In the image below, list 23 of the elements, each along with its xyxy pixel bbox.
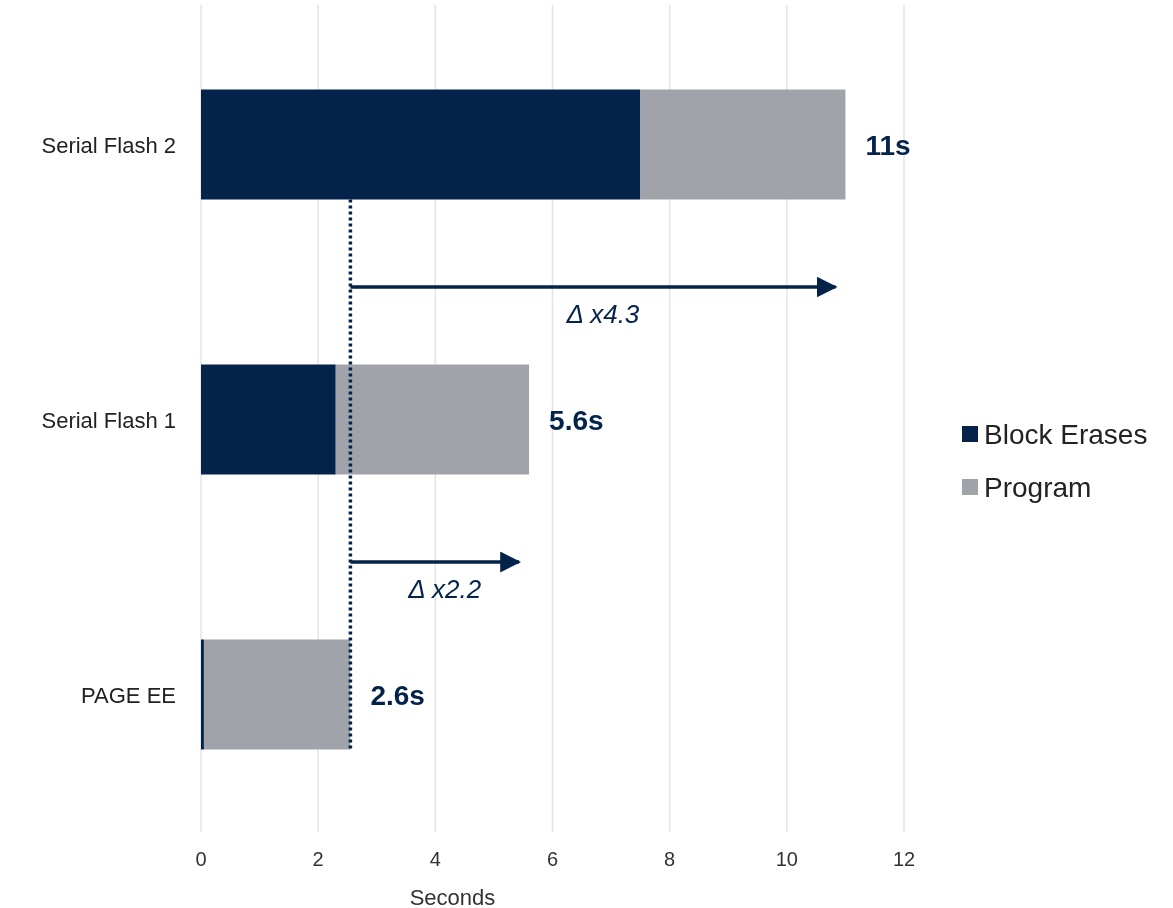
legend-label: Program (984, 472, 1092, 503)
y-tick-label: Serial Flash 2 (41, 132, 176, 158)
x-tick-label: 0 (195, 848, 207, 870)
bar (640, 89, 846, 200)
annotation: Δ x4.3 (565, 299, 640, 329)
legend-label: Block Erases (984, 419, 1148, 450)
x-tick-label: 8 (664, 848, 676, 870)
y-tick-label: PAGE EE (81, 682, 176, 708)
x-axis-title: Seconds (409, 885, 496, 908)
x-tick-label: 4 (429, 848, 441, 870)
annotation: Δ x2.2 (407, 574, 482, 604)
bar (203, 639, 351, 750)
x-tick-label: 12 (892, 848, 916, 870)
bar (335, 364, 530, 475)
x-tick-label: 10 (775, 848, 798, 870)
bar (201, 364, 336, 475)
total-label: 2.6s (370, 679, 425, 711)
y-tick-label: Serial Flash 1 (41, 407, 176, 433)
bar (201, 639, 204, 750)
total-label: 11s (865, 129, 911, 161)
x-tick-label: 2 (312, 848, 324, 870)
x-tick-label: 6 (546, 848, 559, 870)
total-label: 5.6s (549, 404, 604, 436)
